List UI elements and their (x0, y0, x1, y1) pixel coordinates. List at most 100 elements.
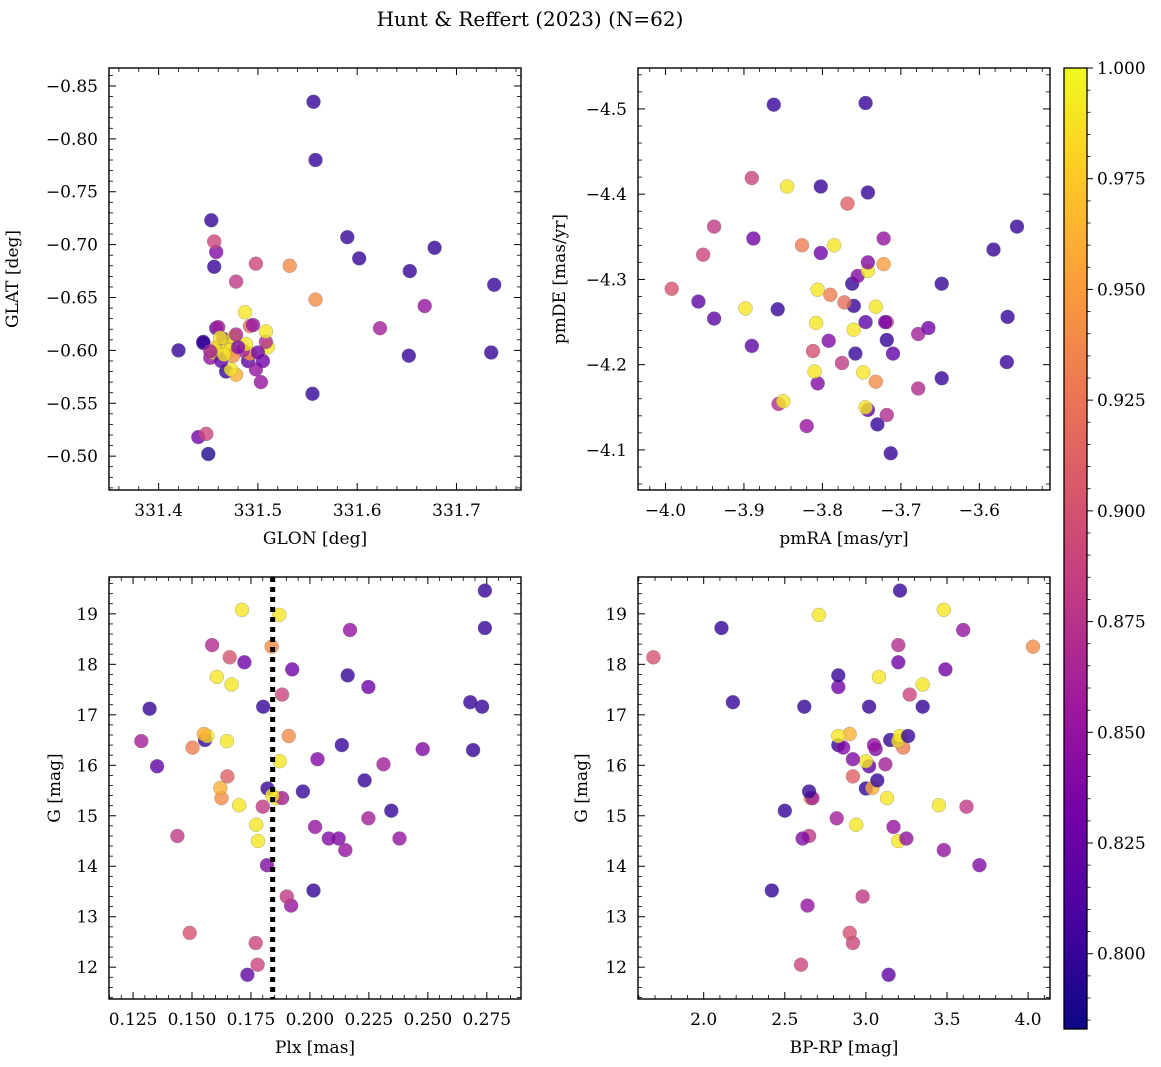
scatter-point (915, 699, 930, 714)
y-tick-label: 17 (605, 706, 627, 726)
scatter-point (714, 620, 729, 636)
scatter-point (813, 179, 829, 194)
y-tick-label: −0.65 (46, 289, 98, 309)
scatter-point (813, 245, 829, 261)
scatter-point (255, 699, 271, 714)
scatter-point (691, 294, 706, 309)
x-tick-label: 331.4 (134, 501, 183, 521)
scatter-point (855, 889, 870, 904)
scatter-point (955, 622, 971, 638)
y-tick-label: 19 (605, 605, 627, 625)
scatter-point (891, 655, 906, 670)
x-tick-label: 331.6 (333, 501, 382, 521)
colorbar-tick-label: 1.000 (1097, 59, 1146, 79)
scatter-point (253, 374, 269, 390)
scatter-point (402, 263, 418, 279)
x-tick-label: 0.250 (404, 1010, 453, 1030)
y-axis-label: GLAT [deg] (3, 230, 23, 328)
scatter-point (248, 935, 263, 951)
scatter-point (837, 295, 852, 310)
x-axis-label: GLON [deg] (263, 529, 367, 549)
scatter-point (902, 687, 917, 702)
scatter-point (900, 728, 916, 744)
y-tick-label: −4.3 (586, 270, 627, 290)
scatter-point (845, 769, 861, 784)
scatter-point (870, 417, 885, 432)
y-tick-label: 14 (76, 857, 98, 877)
scatter-point (427, 240, 442, 256)
y-tick-label: −4.1 (586, 441, 627, 461)
scatter-point (307, 819, 323, 835)
panel-plx-g: 0.125 0.150 0.175 0.200 0.225 0.250 0.275 12 13 1… (45, 576, 522, 1058)
colorbar-tick-label: 0.875 (1097, 613, 1146, 633)
y-tick-label: −0.70 (46, 236, 98, 256)
scatter-point (646, 650, 661, 665)
scatter-point (915, 677, 930, 692)
y-tick-label: 13 (76, 908, 98, 928)
y-tick-label: 19 (76, 605, 98, 625)
y-tick-label: −0.75 (46, 183, 98, 203)
scatter-point (1025, 639, 1041, 654)
scatter-point (899, 831, 914, 846)
x-tick-label: −3.7 (880, 501, 921, 521)
scatter-point (255, 799, 271, 814)
scatter-point (855, 365, 871, 380)
figure-title: Hunt & Reffert (2023) (N=62) (377, 7, 684, 31)
y-tick-label: 14 (605, 857, 627, 877)
scatter-point (401, 348, 417, 363)
scatter-point (465, 742, 481, 758)
scatter-point (279, 889, 295, 904)
y-tick-label: −4.4 (586, 185, 627, 205)
scatter-point (417, 298, 432, 314)
scatter-point (250, 957, 265, 972)
scatter-point (706, 311, 722, 326)
scatter-point (800, 898, 815, 913)
scatter-point (858, 400, 873, 415)
scatter-point (858, 95, 873, 111)
scatter-point (185, 740, 200, 755)
scatter-point (201, 446, 216, 462)
scatter-point (861, 699, 877, 714)
scatter-point (213, 780, 228, 796)
scatter-point (282, 258, 297, 274)
scatter-point (831, 728, 846, 744)
scatter-point (142, 701, 157, 716)
scatter-point (1000, 309, 1015, 325)
scatter-point (831, 668, 846, 683)
scatter-point (306, 94, 321, 110)
scatter-point (284, 662, 300, 677)
scatter-point (883, 446, 898, 461)
scatter-point (361, 679, 376, 695)
axes-frame (637, 67, 1051, 491)
scatter-point (234, 602, 250, 618)
scatter-point (810, 282, 825, 297)
scatter-point (842, 925, 857, 941)
scatter-point (892, 583, 908, 598)
scatter-point (870, 773, 885, 788)
scatter-point (134, 733, 149, 749)
scatter-point (384, 803, 399, 818)
y-tick-label: −4.2 (586, 356, 627, 376)
scatter-point (811, 607, 827, 623)
scatter-point (879, 790, 895, 806)
scatter-points (646, 583, 1041, 983)
colorbar: 0.800 0.825 0.850 0.875 0.900 0.925 0.950 0.975… (1063, 59, 1146, 1030)
colorbar-tick-label: 0.975 (1097, 170, 1146, 190)
scatter-point (361, 811, 376, 826)
scatter-point (846, 322, 862, 337)
scatter-point (212, 330, 228, 345)
scatter-point (182, 925, 197, 941)
scatter-point (230, 339, 246, 355)
scatter-point (216, 347, 232, 362)
scatter-point (206, 259, 222, 275)
scatter-point (664, 281, 679, 297)
y-tick-label: 12 (605, 958, 627, 978)
y-tick-label: −0.80 (46, 130, 98, 150)
scatter-point (295, 784, 311, 799)
scatter-point (706, 219, 722, 234)
scatter-point (310, 751, 325, 767)
scatter-point (477, 620, 493, 636)
scatter-point (845, 751, 861, 767)
scatter-point (764, 883, 780, 898)
scatter-point (871, 669, 887, 685)
